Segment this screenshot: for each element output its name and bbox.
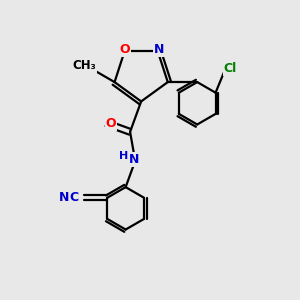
Text: C: C (69, 190, 79, 204)
Text: H: H (119, 152, 129, 161)
Text: N: N (154, 43, 164, 56)
Text: N: N (128, 153, 139, 166)
Text: Cl: Cl (224, 62, 237, 75)
Text: O: O (119, 43, 130, 56)
Text: N: N (59, 190, 69, 204)
Text: CH₃: CH₃ (72, 59, 96, 72)
Text: O: O (106, 117, 116, 130)
